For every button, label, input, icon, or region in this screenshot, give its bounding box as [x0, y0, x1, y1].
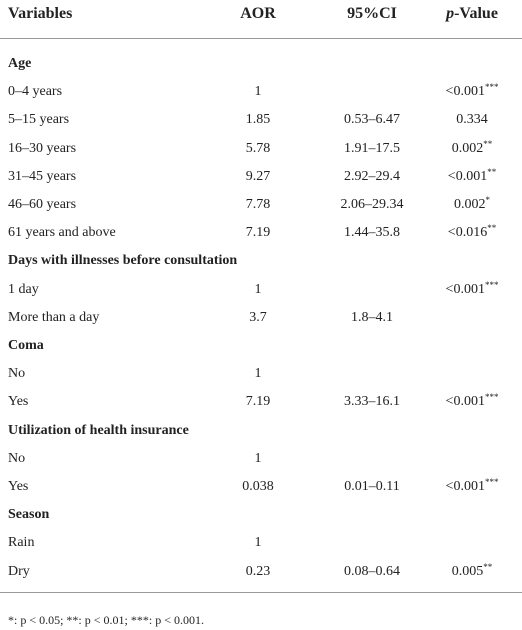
p-value-text: 0.005	[451, 563, 484, 579]
variable: 1 day	[8, 281, 39, 297]
significance: **	[487, 166, 497, 177]
significance: **	[483, 138, 493, 149]
variable: 46–60 years	[8, 197, 77, 212]
ci: 0.08–0.64	[344, 563, 400, 579]
aor: 7.19	[245, 394, 271, 410]
variable: 0–4 years	[8, 84, 63, 100]
aor: 1	[254, 84, 262, 100]
section-title: Utilization of health insurance	[8, 422, 189, 438]
p-value-text: 0.002	[454, 197, 486, 212]
p-value-text: <0.001	[447, 168, 488, 184]
variable: No	[8, 366, 26, 382]
ci: 1.91–17.5	[344, 140, 400, 156]
p-value: <0.001**	[447, 166, 497, 186]
aor: 9.27	[245, 168, 271, 184]
aor: 1	[254, 450, 262, 466]
variable: 31–45 years	[8, 168, 77, 184]
p-value-text: 0.334	[456, 112, 488, 128]
p-value-text: <0.001	[445, 281, 485, 297]
section-title: Coma	[8, 338, 44, 353]
ci: 2.92–29.4	[344, 168, 400, 184]
p-value: 0.005**	[451, 561, 493, 581]
section-title: Days with illnesses before consultation	[8, 253, 238, 269]
significance: ***	[484, 82, 499, 93]
aor: 7.19	[245, 225, 271, 241]
significance: *	[485, 195, 491, 205]
aor: 1	[254, 281, 262, 297]
aor: 5.78	[245, 140, 271, 156]
ci: 2.06–29.34	[340, 197, 404, 212]
aor: 0.038	[242, 479, 274, 494]
header-rule	[0, 38, 522, 39]
header-p-italic: p	[446, 5, 455, 22]
variable: Rain	[8, 535, 35, 551]
ci: 0.01–0.11	[344, 479, 400, 494]
section-title: Season	[8, 507, 50, 523]
header-p-rest: -Value	[454, 5, 498, 22]
variable: 5–15 years	[8, 112, 70, 128]
aor: 1.85	[245, 112, 271, 128]
p-value-text: <0.001	[445, 479, 485, 494]
p-value: <0.001***	[446, 478, 499, 496]
p-value-text: <0.001	[445, 394, 485, 410]
variable: Yes	[8, 479, 29, 494]
significance: **	[483, 561, 493, 572]
variable: Dry	[8, 563, 30, 579]
ci: 1.8–4.1	[351, 309, 393, 325]
ci: 0.53–6.47	[344, 112, 400, 128]
p-value-text: <0.001	[445, 84, 485, 100]
variable: No	[8, 450, 26, 466]
variable: More than a day	[8, 309, 100, 325]
header-variables: Variables	[8, 5, 73, 22]
header-p: p-Value	[446, 5, 498, 23]
variable: 61 years and above	[8, 225, 116, 241]
significance: ***	[484, 279, 499, 290]
aor: 0.23	[245, 563, 271, 579]
p-value: <0.016**	[448, 224, 496, 242]
p-value: 0.002*	[454, 196, 490, 214]
ci: 1.44–35.8	[344, 225, 400, 241]
p-value: 0.002**	[451, 138, 493, 158]
variable: 16–30 years	[8, 140, 77, 156]
significance: ***	[484, 392, 499, 403]
p-value-text: 0.002	[451, 140, 484, 156]
aor: 1	[254, 366, 262, 382]
variable: Yes	[8, 394, 29, 410]
header-ci: 95%CI	[347, 5, 397, 22]
p-value-text: <0.016	[447, 225, 488, 241]
p-value: <0.001***	[446, 393, 499, 411]
ci: 3.33–16.1	[344, 394, 400, 410]
p-value: 0.334	[456, 111, 488, 129]
significance: ***	[484, 477, 499, 487]
aor: 1	[254, 535, 262, 551]
p-value: <0.001***	[445, 279, 499, 299]
footnote: *: p < 0.05; **: p < 0.01; ***: p < 0.00…	[8, 613, 204, 627]
section-title: Age	[8, 56, 32, 71]
p-value: <0.001***	[446, 83, 499, 101]
aor: 3.7	[249, 309, 267, 325]
header-aor: AOR	[240, 5, 276, 22]
significance: **	[487, 223, 497, 234]
aor: 7.78	[245, 197, 271, 212]
bottom-rule	[0, 592, 522, 593]
